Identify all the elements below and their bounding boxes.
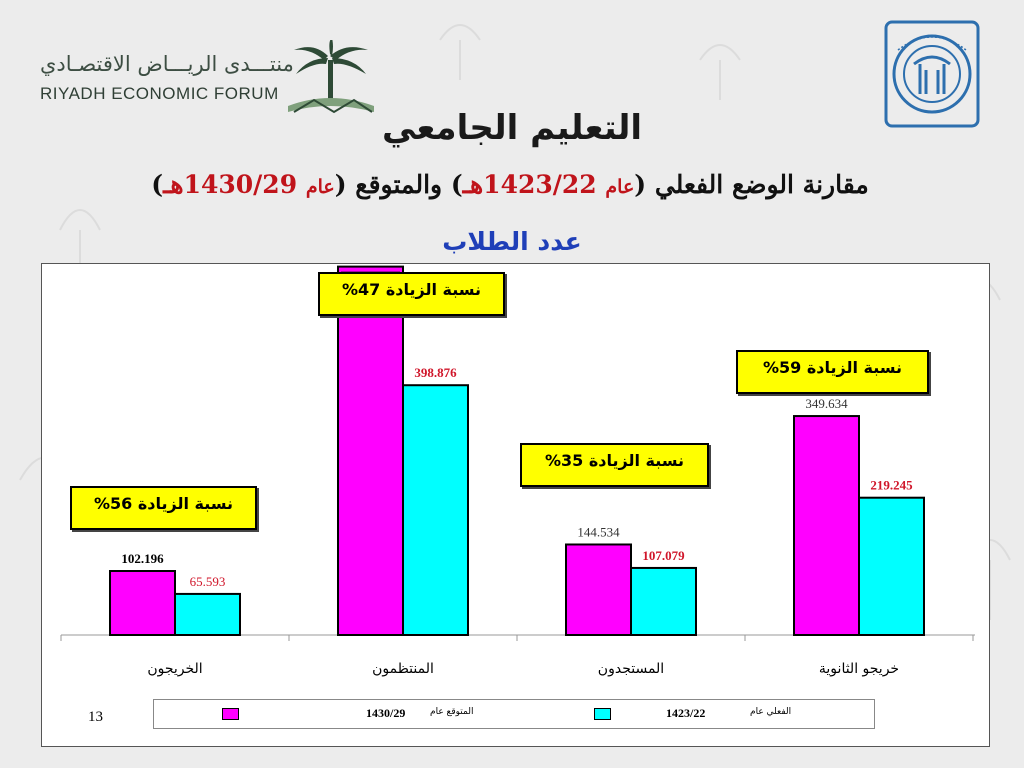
page-number: 13 [88, 709, 103, 725]
increase-callout-secondary-graduates: نسبة الزيادة 59% [736, 350, 929, 394]
bar-series0-cat1 [337, 265, 404, 636]
data-label-series1-cat1: 398.876 [414, 365, 457, 380]
bar-series1-cat2 [630, 566, 697, 636]
subtitle-year-word-2: عام [305, 176, 335, 198]
chamber-of-commerce-seal-icon [884, 20, 980, 128]
logo-arabic-text: منتـــدى الريـــاض الاقتصـادي [40, 52, 294, 76]
legend-item-actual: 1423/22 الفعلي عام [590, 706, 830, 722]
subtitle-year-actual: 1423/22هـ [462, 170, 597, 199]
bar-series0-cat2 [565, 543, 632, 637]
subtitle-middle: والمتوقع [355, 170, 443, 199]
bar-series1-cat3 [858, 496, 925, 636]
legend-swatch-actual [594, 708, 611, 720]
legend-item-expected: 1430/29 المتوقع عام [218, 706, 473, 722]
subtitle-open-paren-1: ( [634, 170, 647, 199]
bar-series0-cat3 [793, 415, 860, 636]
bar-series0-cat0 [109, 570, 176, 637]
increase-callout-graduates: نسبة الزيادة 56% [70, 486, 257, 530]
subtitle-year-expected: 1430/29هـ [163, 170, 298, 199]
data-label-series1-cat3: 219.245 [870, 478, 913, 493]
bar-series1-cat0 [174, 592, 241, 637]
data-label-series1-cat0: 65.593 [190, 574, 226, 589]
slide-title: التعليم الجامعي [381, 108, 643, 148]
palm-tree-icon [288, 40, 374, 114]
slide-subtitle: مقارنة الوضع الفعلي (عام 1423/22هـ) والم… [40, 170, 980, 199]
logo-english-text: RIYADH ECONOMIC FORUM [40, 84, 279, 103]
x-tick-label-1: المنتظمون [372, 661, 434, 677]
riyadh-economic-forum-logo: منتـــدى الريـــاض الاقتصـادي RIYADH ECO… [36, 40, 376, 120]
bar-series1-cat1 [402, 384, 469, 636]
subtitle-year-word-1: عام [605, 176, 635, 198]
data-label-series1-cat2: 107.079 [642, 548, 685, 563]
subtitle-prefix: مقارنة الوضع الفعلي [654, 170, 869, 199]
chart-ylabel: عدد الطلاب [442, 227, 582, 256]
x-tick-label-0: الخريجون [147, 661, 202, 677]
increase-callout-new-students: نسبة الزيادة 35% [520, 443, 709, 487]
x-tick-label-2: المستجدون [598, 661, 664, 677]
legend-label-expected: المتوقع عام [430, 707, 474, 717]
subtitle-close-paren-2: ) [151, 170, 164, 199]
data-label-series0-cat2: 144.534 [577, 524, 620, 539]
x-tick-label-3: خريجو الثانوية [819, 661, 899, 677]
legend-year-actual: 1423/22 [666, 706, 706, 720]
legend-year-expected: 1430/29 [366, 706, 406, 720]
subtitle-close-paren-1: ) [450, 170, 463, 199]
chart-legend: 1430/29 المتوقع عام 1423/22 الفعلي عام [153, 699, 875, 729]
legend-swatch-expected [222, 708, 239, 720]
subtitle-open-paren-2: ( [334, 170, 347, 199]
data-label-series0-cat3: 349.634 [805, 396, 848, 411]
increase-callout-enrolled: نسبة الزيادة 47% [318, 272, 505, 316]
bar-chart: 102.19665.593الخريجون588.257398.876المنت… [60, 265, 975, 677]
legend-label-actual: الفعلي عام [750, 707, 792, 717]
data-label-series0-cat0: 102.196 [121, 551, 164, 566]
